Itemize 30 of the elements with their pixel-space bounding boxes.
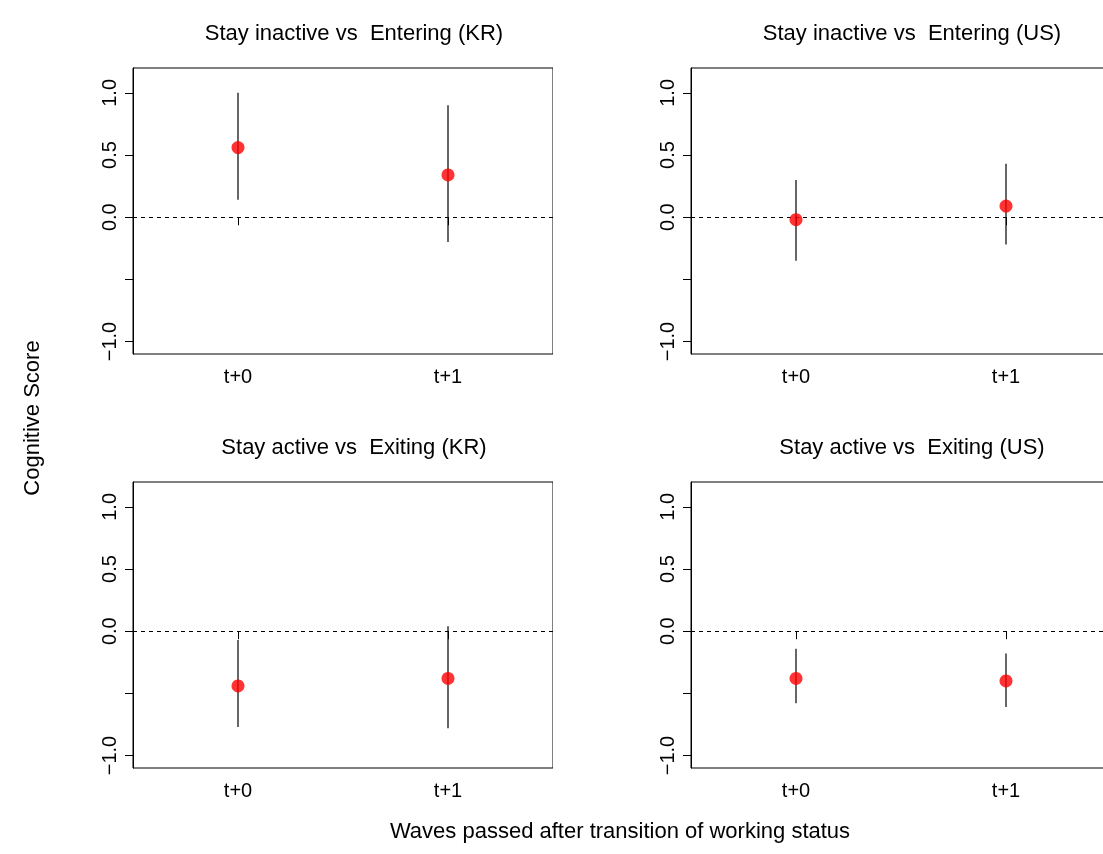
x-tick-label: t+0 [223,365,253,387]
x-tick-label: t+1 [433,779,463,801]
x-tick-label: t+1 [991,365,1021,387]
y-tick-label: 1.0 [656,78,678,107]
y-tick-label: 0.0 [98,617,120,646]
y-axis-title: Cognitive Score [19,340,45,496]
x-tick-label: t+1 [991,779,1021,801]
chart-title: Stay active vs Exiting (KR) [221,433,487,459]
y-tick-label: −1.0 [98,321,120,362]
y-tick-label: −1.0 [656,735,678,776]
y-tick-label: 1.0 [656,492,678,521]
y-tick-label: 0.0 [656,617,678,646]
y-tick-label: 1.0 [98,78,120,107]
chart-title: Stay inactive vs Entering (KR) [204,19,504,45]
y-tick-label: 0.5 [98,141,120,169]
x-tick-label: t+0 [223,779,253,801]
chart-title: Stay active vs Exiting (US) [779,433,1045,459]
x-tick-label: t+1 [433,365,463,387]
x-axis-title: Waves passed after transition of working status [389,818,851,844]
y-tick-label: −1.0 [656,321,678,362]
y-tick-label: 0.0 [98,203,120,232]
y-tick-label: 0.0 [656,203,678,232]
y-tick-label: 0.5 [656,141,678,169]
chart-title: Stay inactive vs Entering (US) [762,19,1062,45]
y-tick-label: 0.5 [656,555,678,583]
y-tick-label: −1.0 [98,735,120,776]
x-tick-label: t+0 [781,779,811,801]
y-tick-label: 1.0 [98,492,120,521]
y-tick-label: 0.5 [98,555,120,583]
x-tick-label: t+0 [781,365,811,387]
